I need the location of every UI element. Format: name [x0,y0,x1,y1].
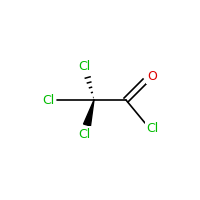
Text: Cl: Cl [42,94,54,106]
Polygon shape [84,100,94,126]
Text: Cl: Cl [78,60,90,72]
Text: O: O [147,70,157,82]
Text: Cl: Cl [146,121,158,134]
Text: Cl: Cl [78,128,90,140]
